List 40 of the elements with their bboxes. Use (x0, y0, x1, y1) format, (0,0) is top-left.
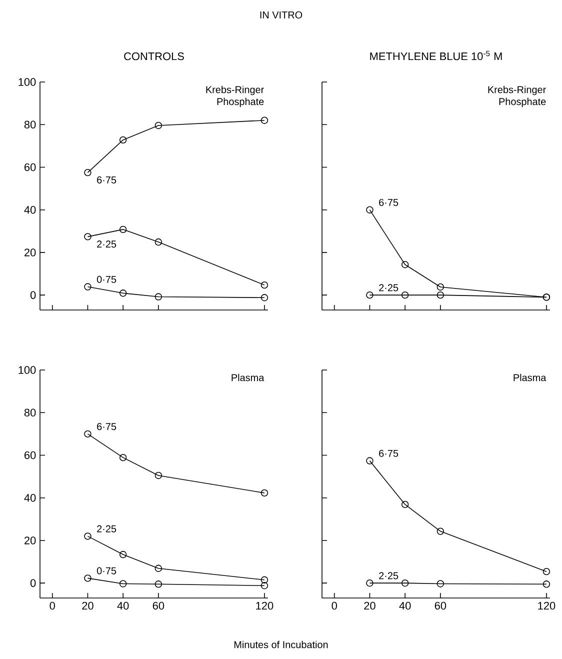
y-tick-label: 0 (30, 291, 36, 299)
series-label: 0·75 (96, 567, 116, 574)
series-label: 2·25 (97, 525, 116, 532)
y-tick-label: 80 (24, 408, 36, 416)
x-tick-label: 120 (256, 602, 274, 610)
series-label: 6·75 (379, 198, 398, 206)
x-tick-label: 0 (332, 602, 337, 610)
x-tick-label: 40 (117, 602, 129, 610)
annotation: Krebs-Ringer Phosphate (206, 86, 264, 108)
y-tick-label: 0 (30, 579, 36, 587)
series-label: 6·75 (97, 423, 116, 430)
x-tick-label: 120 (538, 602, 556, 610)
series-label: 2·25 (379, 284, 398, 292)
series-label: 2·25 (97, 240, 116, 248)
x-tick-label: 60 (152, 602, 164, 610)
series-label: 6·75 (379, 450, 398, 457)
chart-title: METHYLENE BLUE 10$^{-5}$ M (370, 50, 502, 60)
series-label: 6·75 (97, 176, 116, 184)
y-tick-label: 20 (24, 248, 36, 256)
text: IN VITRO (260, 11, 302, 18)
chart-title: CONTROLS (124, 52, 184, 60)
y-tick-label: 80 (24, 120, 36, 128)
y-tick-label: 60 (24, 451, 36, 460)
x-axis-title: Minutes of Incubation (234, 640, 328, 648)
x-tick-label: 20 (364, 602, 376, 610)
y-tick-label: 40 (24, 206, 36, 214)
y-tick-label: 100 (18, 366, 36, 374)
x-tick-label: 20 (82, 602, 94, 610)
y-tick-label: 60 (24, 163, 36, 172)
series-label: 2·25 (379, 572, 398, 580)
annotation: Krebs-Ringer Phosphate (488, 86, 546, 108)
x-tick-label: 0 (50, 602, 55, 610)
annotation: Plasma (514, 374, 546, 382)
series-label: 0·75 (96, 276, 116, 283)
annotation: Plasma (232, 374, 264, 382)
y-tick-label: 20 (24, 536, 36, 544)
x-tick-label: 60 (434, 602, 446, 610)
y-tick-label: 40 (24, 494, 36, 502)
x-tick-label: 40 (399, 602, 411, 610)
y-tick-label: 100 (18, 78, 36, 86)
